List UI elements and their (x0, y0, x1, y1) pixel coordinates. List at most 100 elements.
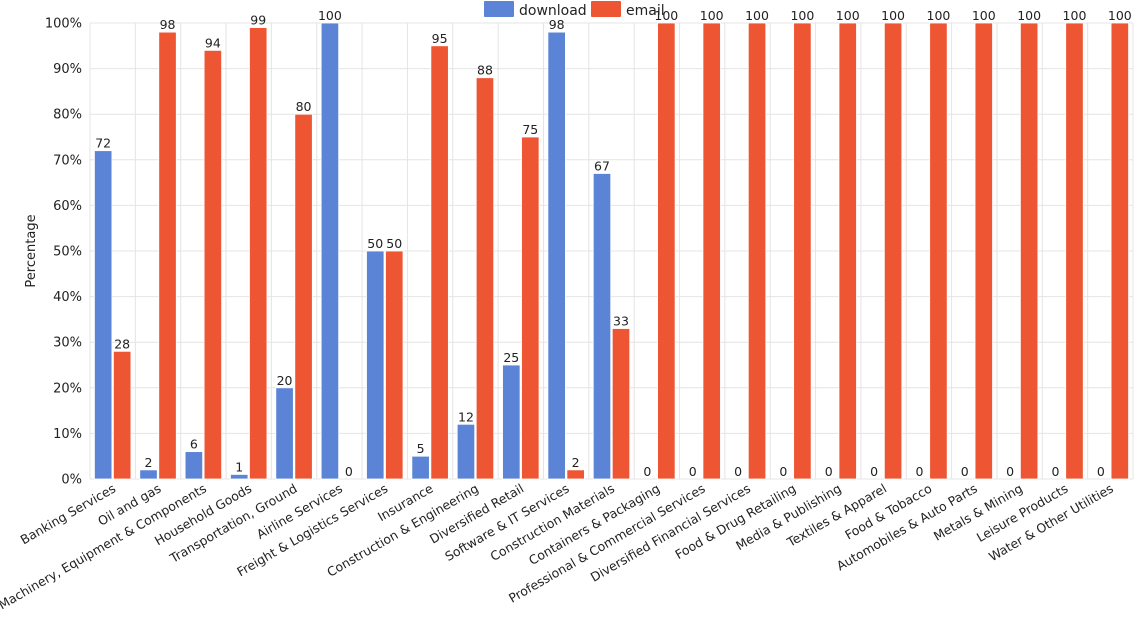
data-label-email-2: 94 (205, 35, 221, 50)
bar-email-18[interactable] (929, 22, 948, 480)
data-label-download-18: 0 (915, 464, 923, 479)
data-label-download-12: 0 (643, 464, 651, 479)
legend-swatch-email[interactable] (591, 1, 621, 17)
bar-download-9[interactable] (502, 364, 521, 480)
data-label-email-11: 33 (613, 314, 629, 329)
bar-download-6[interactable] (366, 250, 385, 480)
data-label-email-5: 0 (345, 464, 353, 479)
bar-download-2[interactable] (184, 451, 204, 480)
data-label-email-10: 2 (572, 455, 580, 470)
bars (94, 22, 1129, 480)
y-tick-label: 90% (53, 62, 82, 77)
bar-email-0[interactable] (113, 350, 132, 480)
bar-email-4[interactable] (294, 113, 313, 480)
data-label-download-3: 1 (235, 459, 243, 474)
bar-email-20[interactable] (1019, 22, 1039, 480)
bar-email-7[interactable] (430, 45, 449, 480)
bar-email-10[interactable] (566, 469, 585, 480)
data-label-email-6: 50 (386, 236, 402, 251)
data-label-download-8: 12 (458, 409, 474, 424)
data-label-download-11: 67 (594, 158, 610, 173)
legend-label-email[interactable]: email (626, 3, 665, 19)
data-label-email-22: 100 (1108, 8, 1132, 23)
data-label-download-16: 0 (825, 464, 833, 479)
bar-download-1[interactable] (139, 469, 158, 480)
legend-label-download[interactable]: download (519, 3, 587, 19)
data-label-download-19: 0 (961, 464, 969, 479)
data-label-email-13: 100 (700, 8, 724, 23)
data-label-download-9: 25 (503, 350, 519, 365)
bar-email-6[interactable] (385, 250, 404, 480)
data-label-email-3: 99 (250, 13, 266, 28)
bar-download-8[interactable] (456, 423, 476, 480)
y-tick-label: 50% (53, 245, 82, 260)
y-tick-label: 0% (61, 473, 82, 488)
bar-email-3[interactable] (249, 27, 268, 480)
bar-download-4[interactable] (275, 387, 294, 480)
y-tick-label: 40% (53, 290, 82, 305)
data-label-download-7: 5 (417, 441, 425, 456)
bar-email-14[interactable] (747, 22, 767, 480)
data-label-email-4: 80 (296, 99, 312, 114)
data-label-download-0: 72 (95, 136, 111, 151)
bar-email-16[interactable] (838, 22, 857, 480)
data-label-download-6: 50 (367, 236, 383, 251)
bar-download-10[interactable] (547, 31, 566, 480)
data-label-download-21: 0 (1052, 464, 1060, 479)
data-label-email-16: 100 (836, 8, 860, 23)
y-axis-title: Percentage (24, 214, 39, 287)
bar-email-8[interactable] (475, 77, 495, 480)
y-tick-label: 10% (53, 427, 82, 442)
bar-email-19[interactable] (974, 22, 993, 480)
bar-email-1[interactable] (158, 31, 177, 480)
data-label-email-20: 100 (1017, 8, 1041, 23)
y-tick-label: 100% (45, 17, 82, 32)
data-label-download-20: 0 (1006, 464, 1014, 479)
data-label-download-15: 0 (779, 464, 787, 479)
bar-download-7[interactable] (411, 455, 430, 480)
data-label-download-2: 6 (190, 437, 198, 452)
bar-email-12[interactable] (657, 22, 676, 480)
y-axis-ticks: 0% 10% 20% 30% 40% 50% 60% 70% 80% 90% 100% (45, 17, 82, 488)
bar-download-5[interactable] (320, 22, 340, 480)
bar-email-11[interactable] (611, 328, 631, 480)
bar-email-9[interactable] (521, 136, 540, 480)
data-label-download-17: 0 (870, 464, 878, 479)
data-label-email-18: 100 (927, 8, 951, 23)
data-label-email-0: 28 (114, 336, 130, 351)
bar-download-11[interactable] (592, 173, 612, 480)
bar-email-22[interactable] (1110, 22, 1129, 480)
data-label-email-8: 88 (477, 63, 493, 78)
bar-email-2[interactable] (203, 49, 223, 480)
bar-download-0[interactable] (94, 150, 113, 480)
y-tick-label: 30% (53, 336, 82, 351)
data-label-email-15: 100 (790, 8, 814, 23)
data-label-email-14: 100 (745, 8, 769, 23)
data-label-download-22: 0 (1097, 464, 1105, 479)
data-label-download-13: 0 (689, 464, 697, 479)
data-label-email-19: 100 (972, 8, 996, 23)
data-label-download-10: 98 (549, 17, 565, 32)
y-tick-label: 70% (53, 153, 82, 168)
bar-email-15[interactable] (793, 22, 812, 480)
bar-email-17[interactable] (883, 22, 903, 480)
data-labels: 72 2 6 1 20 100 50 5 12 25 98 67 0 0 0 0 0 0 0 0 0 0 0 28 98 94 99… (95, 8, 1132, 479)
data-label-email-1: 98 (160, 17, 176, 32)
data-label-email-9: 75 (522, 122, 538, 137)
legend[interactable]: download email (484, 1, 665, 19)
y-tick-label: 20% (53, 381, 82, 396)
data-label-email-7: 95 (432, 31, 448, 46)
data-label-email-12: 100 (654, 8, 678, 23)
data-label-download-4: 20 (277, 373, 293, 388)
data-label-email-21: 100 (1063, 8, 1087, 23)
legend-swatch-download[interactable] (484, 1, 514, 17)
data-label-download-1: 2 (145, 455, 153, 470)
bar-email-21[interactable] (1065, 22, 1084, 480)
data-label-download-5: 100 (318, 8, 342, 23)
y-tick-label: 60% (53, 199, 82, 214)
bar-email-13[interactable] (702, 22, 721, 480)
bar-download-3[interactable] (230, 474, 249, 480)
